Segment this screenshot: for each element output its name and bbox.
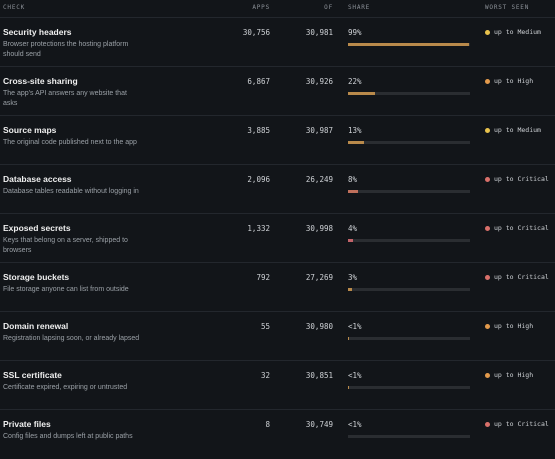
- check-title: Domain renewal: [3, 321, 68, 331]
- share-track: [348, 43, 470, 46]
- worst-seen: up to High: [494, 371, 533, 379]
- check-title: SSL certificate: [3, 370, 62, 380]
- share-label: 3%: [348, 273, 357, 282]
- column-header: CHECK: [3, 4, 25, 11]
- severity-dot: [485, 373, 490, 378]
- table-row: SSL certificate Certificate expired, expi…: [0, 360, 555, 410]
- apps-count: 1,332: [200, 224, 270, 233]
- check-description: Config files and dumps left at public pa…: [3, 432, 143, 442]
- of-count: 30,998: [263, 224, 333, 233]
- check-title: Security headers: [3, 27, 72, 37]
- share-track: [348, 92, 470, 95]
- table-row: Storage buckets File storage anyone can l…: [0, 262, 555, 312]
- share-label: 99%: [348, 28, 362, 37]
- of-count: 30,926: [263, 77, 333, 86]
- severity-dot: [485, 324, 490, 329]
- severity-dot: [485, 79, 490, 84]
- share-bar: [348, 43, 469, 46]
- apps-count: 792: [200, 273, 270, 282]
- severity-dot: [485, 422, 490, 427]
- severity-dot: [485, 177, 490, 182]
- apps-count: 8: [200, 420, 270, 429]
- share-label: 8%: [348, 175, 357, 184]
- share-bar: [348, 92, 375, 95]
- check-title: Source maps: [3, 125, 56, 135]
- check-description: Database tables readable without logging…: [3, 187, 143, 197]
- share-bar: [348, 190, 358, 193]
- share-label: 4%: [348, 224, 357, 233]
- check-title: Cross-site sharing: [3, 76, 78, 86]
- check-description: The app's API answers any website that a…: [3, 89, 143, 108]
- column-header: WORST SEEN: [485, 4, 529, 11]
- share-track: [348, 337, 470, 340]
- apps-count: 2,096: [200, 175, 270, 184]
- check-title: Storage buckets: [3, 272, 69, 282]
- check-description: Keys that belong on a server, shipped to…: [3, 236, 143, 255]
- table-row: Source maps The original code published n…: [0, 115, 555, 165]
- apps-count: 55: [200, 322, 270, 331]
- share-track: [348, 190, 470, 193]
- check-title: Database access: [3, 174, 72, 184]
- worst-seen: up to Critical: [494, 273, 549, 281]
- share-bar: [348, 141, 364, 144]
- column-header: OF: [263, 4, 333, 11]
- worst-seen: up to Medium: [494, 126, 541, 134]
- of-count: 27,269: [263, 273, 333, 282]
- check-title: Exposed secrets: [3, 223, 71, 233]
- severity-dot: [485, 30, 490, 35]
- of-count: 30,749: [263, 420, 333, 429]
- table-row: Exposed secrets Keys that belong on a ser…: [0, 213, 555, 263]
- table-row: Domain renewal Registration lapsing soon,…: [0, 311, 555, 361]
- check-description: Certificate expired, expiring or untrust…: [3, 383, 143, 393]
- severity-dot: [485, 226, 490, 231]
- share-track: [348, 239, 470, 242]
- column-header: APPS: [200, 4, 270, 11]
- apps-count: 30,756: [200, 28, 270, 37]
- share-label: 22%: [348, 77, 362, 86]
- share-label: <1%: [348, 420, 362, 429]
- table-row: Database access Database tables readable …: [0, 164, 555, 214]
- of-count: 30,851: [263, 371, 333, 380]
- table-row: Security headers Browser protections the …: [0, 17, 555, 67]
- share-track: [348, 386, 470, 389]
- check-description: File storage anyone can list from outsid…: [3, 285, 143, 295]
- apps-count: 32: [200, 371, 270, 380]
- severity-dot: [485, 275, 490, 280]
- share-label: 13%: [348, 126, 362, 135]
- check-description: Registration lapsing soon, or already la…: [3, 334, 143, 344]
- share-track: [348, 288, 470, 291]
- worst-seen: up to Critical: [494, 224, 549, 232]
- table-row: Cross-site sharing The app's API answers …: [0, 66, 555, 116]
- of-count: 30,980: [263, 322, 333, 331]
- of-count: 30,981: [263, 28, 333, 37]
- worst-seen: up to Medium: [494, 28, 541, 36]
- share-bar: [348, 239, 353, 242]
- share-label: <1%: [348, 371, 362, 380]
- share-track: [348, 141, 470, 144]
- severity-dot: [485, 128, 490, 133]
- of-count: 30,987: [263, 126, 333, 135]
- worst-seen: up to Critical: [494, 175, 549, 183]
- of-count: 26,249: [263, 175, 333, 184]
- apps-count: 3,885: [200, 126, 270, 135]
- check-description: Browser protections the hosting platform…: [3, 40, 143, 59]
- apps-count: 6,867: [200, 77, 270, 86]
- table-row: Private files Config files and dumps left…: [0, 409, 555, 459]
- share-label: <1%: [348, 322, 362, 331]
- check-title: Private files: [3, 419, 51, 429]
- share-track: [348, 435, 470, 438]
- worst-seen: up to Critical: [494, 420, 549, 428]
- worst-seen: up to High: [494, 77, 533, 85]
- worst-seen: up to High: [494, 322, 533, 330]
- share-bar: [348, 288, 352, 291]
- column-header: SHARE: [348, 4, 370, 11]
- check-description: The original code published next to the …: [3, 138, 143, 148]
